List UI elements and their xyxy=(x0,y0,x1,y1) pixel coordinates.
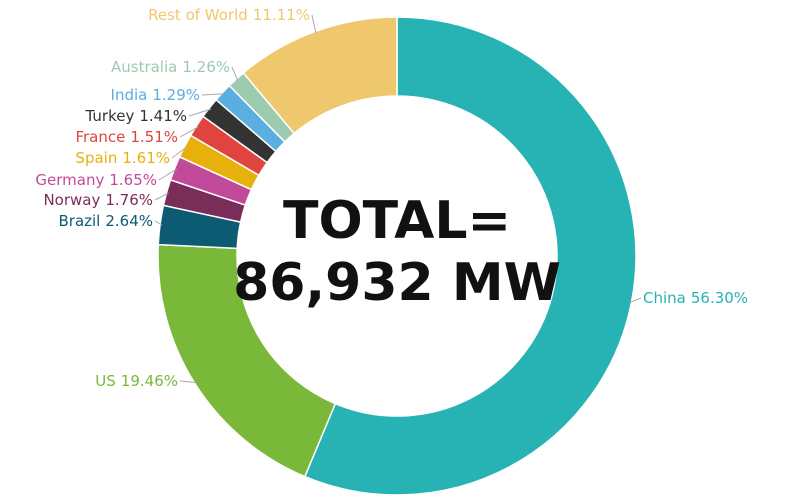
center-text: 86,932 MW xyxy=(233,253,561,313)
category-label: Spain xyxy=(75,149,117,167)
category-label: Brazil xyxy=(58,212,100,230)
value-label: 56.30% xyxy=(691,289,748,307)
leader-line xyxy=(179,380,197,384)
leader-line xyxy=(188,108,212,117)
slice-label: Brazil 2.64% xyxy=(58,212,153,230)
leader-line xyxy=(629,297,642,304)
category-label: India xyxy=(111,86,148,104)
slice xyxy=(242,16,398,135)
slice-label: France 1.51% xyxy=(75,128,178,146)
leader-line xyxy=(158,168,177,181)
slice-label: US 19.46% xyxy=(95,372,178,390)
value-label: 1.65% xyxy=(109,171,157,189)
category-label: Turkey xyxy=(85,107,135,125)
value-label: 1.76% xyxy=(105,191,153,209)
leader-line xyxy=(311,14,317,34)
category-label: China xyxy=(643,289,686,307)
slice-label: Spain 1.61% xyxy=(75,149,170,167)
labels: China 56.30% US 19.46% Brazil 2.64% Norway 1.76… xyxy=(35,6,748,390)
leader-line xyxy=(154,192,169,201)
leader-line xyxy=(201,93,225,96)
value-label: 1.51% xyxy=(130,128,178,146)
category-label: France xyxy=(75,128,125,146)
category-label: US xyxy=(95,372,116,390)
category-label: Norway xyxy=(43,191,100,209)
slice-label: India 1.29% xyxy=(111,86,200,104)
value-label: 1.61% xyxy=(122,149,170,167)
slice-label: Rest of World 11.11% xyxy=(148,6,310,24)
value-label: 2.64% xyxy=(105,212,153,230)
slice xyxy=(303,16,637,496)
slice-label: Germany 1.65% xyxy=(35,171,157,189)
slice-label: China 56.30% xyxy=(643,289,748,307)
category-label: Germany xyxy=(35,171,104,189)
donut xyxy=(157,16,637,496)
value-label: 1.29% xyxy=(152,86,200,104)
leader-line xyxy=(171,146,187,159)
value-label: 1.41% xyxy=(139,107,187,125)
leader-line xyxy=(154,220,163,226)
category-label: Australia xyxy=(111,58,177,76)
category-label: Rest of World xyxy=(148,6,248,24)
value-label: 11.11% xyxy=(253,6,310,24)
value-label: 19.46% xyxy=(121,372,178,390)
slice-label: Norway 1.76% xyxy=(43,191,153,209)
slice-label: Turkey 1.41% xyxy=(85,107,187,125)
center-text: TOTAL= xyxy=(283,191,511,251)
value-label: 1.26% xyxy=(182,58,230,76)
leader-line xyxy=(179,126,199,138)
slice-label: Australia 1.26% xyxy=(111,58,230,76)
leader-line xyxy=(231,66,239,81)
